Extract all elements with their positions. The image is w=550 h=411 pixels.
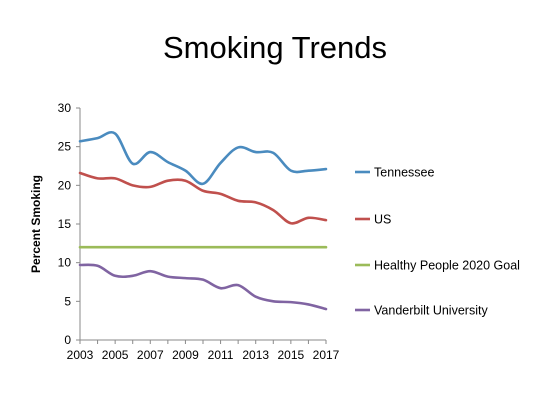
legend: Tennessee US Healthy People 2020 Goal Vande… [355,166,520,318]
legend-label-healthy-people-2020-goal: Healthy People 2020 Goal [374,259,520,273]
series-line-vanderbilt-university [78,263,328,311]
x-tick-label: 2017 [313,348,340,362]
y-tick-label: 5 [64,294,71,308]
x-tick-label: 2015 [278,348,305,362]
series-line-tennessee [78,130,328,186]
y-tick-label: 10 [58,256,72,270]
x-tick-label: 2005 [102,348,129,362]
axes: 0 5 10 15 20 25 30 2003 2005 2007 2009 2011 2013 2015… [29,101,340,362]
legend-label-tennessee: Tennessee [374,166,435,180]
y-axis-label: Percent Smoking [29,175,43,273]
y-tick-label: 25 [58,140,72,154]
y-tick-label: 30 [58,101,72,115]
x-tick-label: 2013 [242,348,269,362]
x-tick-label: 2011 [208,348,234,362]
series-line-us [78,171,328,225]
x-tick-label: 2003 [67,348,94,362]
series-lines [78,130,328,311]
y-tick-label: 20 [58,178,72,192]
legend-label-us: US [374,213,391,227]
x-tick-label: 2007 [137,348,164,362]
x-tick-label: 2009 [172,348,199,362]
y-tick-label: 0 [64,333,71,347]
y-tick-label: 15 [58,217,72,231]
legend-label-vanderbilt-university: Vanderbilt University [374,304,488,318]
chart-title: Smoking Trends [163,30,387,65]
